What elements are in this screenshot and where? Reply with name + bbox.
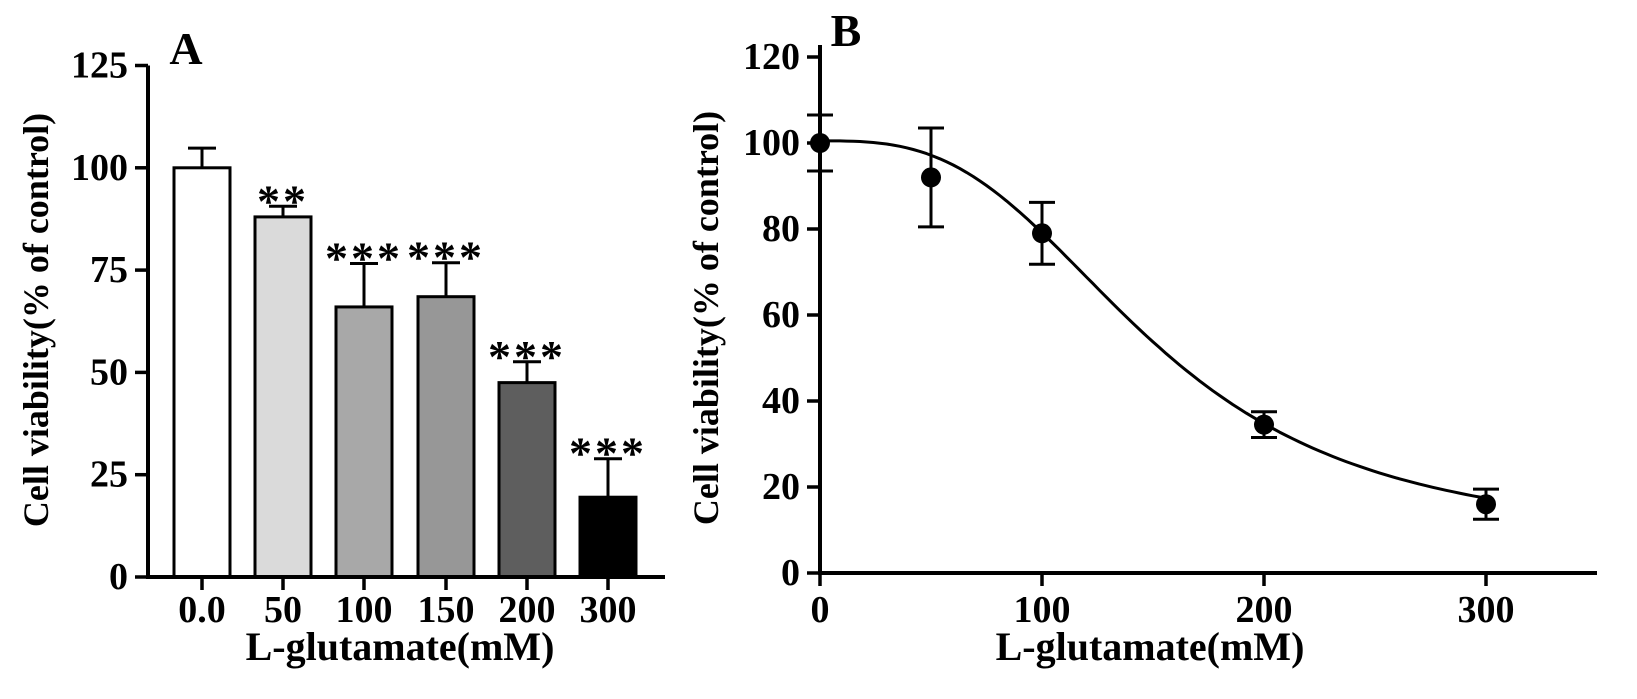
y-tick-label: 60 — [762, 294, 800, 336]
y-tick-label: 80 — [762, 208, 800, 250]
y-tick-label: 125 — [71, 45, 128, 87]
significance-label-150: *** — [407, 232, 485, 283]
bar-100 — [334, 305, 394, 579]
panel-label-a: A — [169, 23, 202, 74]
x-tick-label: 300 — [580, 589, 637, 631]
y-tick-label: 50 — [90, 351, 128, 393]
data-point-200 — [1254, 414, 1274, 435]
x-tick-label: 0.0 — [178, 589, 226, 631]
y-axis-title: Cell viability(% of control) — [16, 113, 56, 527]
data-point-50 — [921, 167, 941, 188]
x-tick-label: 100 — [1014, 589, 1071, 631]
y-tick-label: 120 — [743, 36, 800, 78]
x-tick-label: 300 — [1458, 589, 1515, 631]
x-tick-label: 200 — [499, 589, 556, 631]
fit-curve — [818, 139, 1488, 500]
x-tick-label: 50 — [264, 589, 302, 631]
x-tick-label: 150 — [418, 589, 475, 631]
y-tick-label: 25 — [90, 454, 128, 496]
y-tick-label: 20 — [762, 466, 800, 508]
y-tick-label: 0 — [109, 556, 128, 598]
significance-label-300: *** — [569, 428, 647, 479]
x-axis-title: L-glutamate(mM) — [996, 624, 1305, 669]
x-tick-label: 200 — [1236, 589, 1293, 631]
y-axis-title: Cell viability(% of control) — [686, 111, 726, 525]
x-tick-label: 0 — [811, 589, 830, 631]
significance-label-100: *** — [325, 233, 403, 284]
bar-150 — [416, 295, 476, 579]
significance-label-200: *** — [488, 331, 566, 382]
y-tick-label: 40 — [762, 380, 800, 422]
y-tick-label: 75 — [90, 249, 128, 291]
bar-300 — [578, 495, 638, 579]
bar-200 — [497, 381, 557, 579]
data-point-100 — [1032, 223, 1052, 244]
y-tick-label: 100 — [743, 122, 800, 164]
x-tick-label: 100 — [336, 589, 393, 631]
y-tick-label: 0 — [781, 552, 800, 594]
panel-b-dose-response-plot: 0 20 40 60 80 100 120 0 100 200 300 Cell viability(… — [686, 5, 1597, 669]
bar-50 — [253, 215, 313, 579]
x-axis-title: L-glutamate(mM) — [246, 624, 555, 669]
data-point-300 — [1476, 494, 1496, 515]
panel-label-b: B — [831, 5, 862, 56]
bar-0.0 — [172, 166, 232, 579]
significance-label-50: ** — [257, 175, 309, 226]
y-tick-label: 100 — [71, 147, 128, 189]
